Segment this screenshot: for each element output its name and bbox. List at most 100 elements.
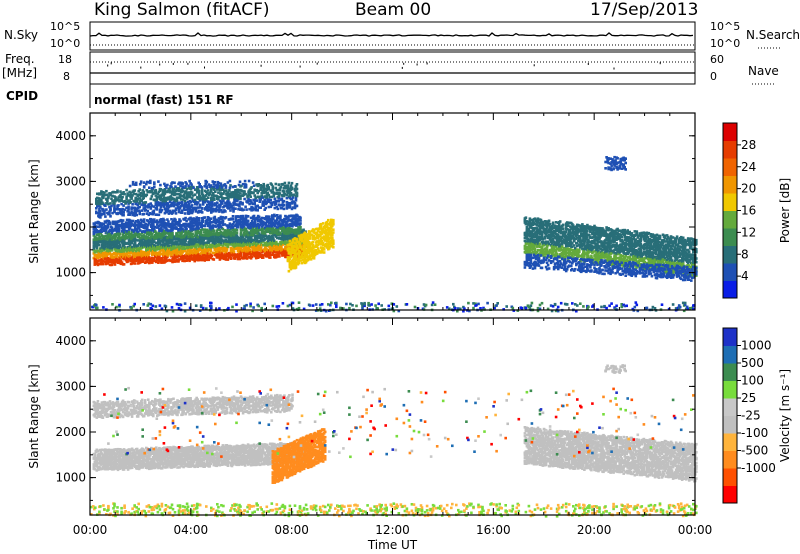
data-cell xyxy=(219,243,223,246)
data-cell xyxy=(107,220,111,223)
data-cell xyxy=(282,240,285,243)
data-cell xyxy=(105,255,109,258)
data-cell xyxy=(125,230,129,233)
data-cell xyxy=(104,260,108,264)
data-cell xyxy=(110,254,114,258)
data-cell xyxy=(100,222,104,225)
data-cell xyxy=(191,237,194,240)
data-cell xyxy=(287,237,290,241)
data-cell xyxy=(176,252,179,256)
data-cell xyxy=(237,250,241,254)
data-cell xyxy=(215,245,219,248)
data-cell xyxy=(224,257,228,260)
data-cell xyxy=(160,243,163,247)
data-cell xyxy=(108,251,112,255)
data-cell xyxy=(193,259,196,263)
data-cell xyxy=(199,228,202,232)
data-cell xyxy=(98,256,102,259)
data-cell xyxy=(141,260,145,263)
data-cell xyxy=(200,237,203,240)
data-cell xyxy=(203,228,206,231)
data-cell xyxy=(147,242,150,246)
data-cell xyxy=(114,244,118,247)
data-cell xyxy=(264,206,267,210)
data-cell xyxy=(159,183,162,187)
data-cell xyxy=(151,261,154,264)
data-cell xyxy=(171,239,174,242)
data-cell xyxy=(112,240,116,243)
data-cell xyxy=(231,254,235,257)
data-cell xyxy=(273,197,277,201)
data-cell xyxy=(136,223,140,227)
data-cell xyxy=(239,252,243,256)
data-cell xyxy=(225,247,229,250)
data-cell xyxy=(184,216,187,220)
data-cell xyxy=(171,231,174,235)
data-cell xyxy=(170,253,173,257)
data-cell xyxy=(200,186,203,189)
data-cell xyxy=(156,257,159,261)
data-cell xyxy=(183,225,186,228)
nave-outlier xyxy=(533,64,535,67)
data-cell xyxy=(220,238,224,241)
data-cell xyxy=(252,184,256,187)
data-cell xyxy=(138,229,142,232)
data-cell xyxy=(149,229,152,232)
data-cell xyxy=(145,247,148,250)
data-cell xyxy=(96,249,100,253)
data-cell xyxy=(106,225,110,229)
data-cell xyxy=(284,234,287,237)
data-cell xyxy=(174,260,177,263)
data-cell xyxy=(269,198,273,202)
data-cell xyxy=(178,258,181,261)
data-cell xyxy=(193,242,196,246)
data-cell xyxy=(175,251,178,254)
data-cell xyxy=(109,229,113,233)
data-cell xyxy=(194,239,197,242)
data-cell xyxy=(136,252,140,255)
data-cell xyxy=(164,247,167,250)
data-cell xyxy=(177,260,180,263)
data-cell xyxy=(290,233,293,236)
data-cell xyxy=(308,237,312,240)
data-cell xyxy=(92,245,96,248)
data-cell xyxy=(154,189,158,192)
data-cell xyxy=(207,255,211,259)
data-cell xyxy=(248,248,252,252)
data-cell xyxy=(174,240,177,243)
data-cell xyxy=(295,191,299,195)
data-cell xyxy=(280,197,284,200)
data-cell xyxy=(103,245,107,249)
data-cell xyxy=(152,222,155,225)
data-cell xyxy=(239,246,243,250)
data-cell xyxy=(162,244,165,248)
data-cell xyxy=(125,232,129,235)
data-cell xyxy=(148,252,151,255)
data-cell xyxy=(207,196,210,199)
data-cell xyxy=(185,234,188,238)
data-cell xyxy=(115,252,119,255)
data-cell xyxy=(106,259,110,262)
data-cell xyxy=(177,230,180,234)
data-cell xyxy=(136,244,140,247)
data-cell xyxy=(139,250,143,253)
data-cell xyxy=(212,258,216,261)
data-cell xyxy=(154,234,157,237)
data-cell xyxy=(219,182,223,185)
data-cell xyxy=(104,240,108,243)
data-cell xyxy=(215,250,219,254)
data-cell xyxy=(117,240,121,243)
data-cell xyxy=(133,189,136,192)
data-cell xyxy=(299,228,302,231)
data-cell xyxy=(116,237,120,240)
data-cell xyxy=(105,189,108,193)
data-cell xyxy=(147,236,150,239)
data-cell xyxy=(209,184,213,187)
data-cell xyxy=(167,220,170,223)
data-cell xyxy=(163,238,166,242)
data-cell xyxy=(213,215,217,219)
nave-outlier xyxy=(299,65,301,68)
data-cell xyxy=(95,246,99,250)
data-cell xyxy=(97,259,101,262)
data-cell xyxy=(102,223,106,226)
